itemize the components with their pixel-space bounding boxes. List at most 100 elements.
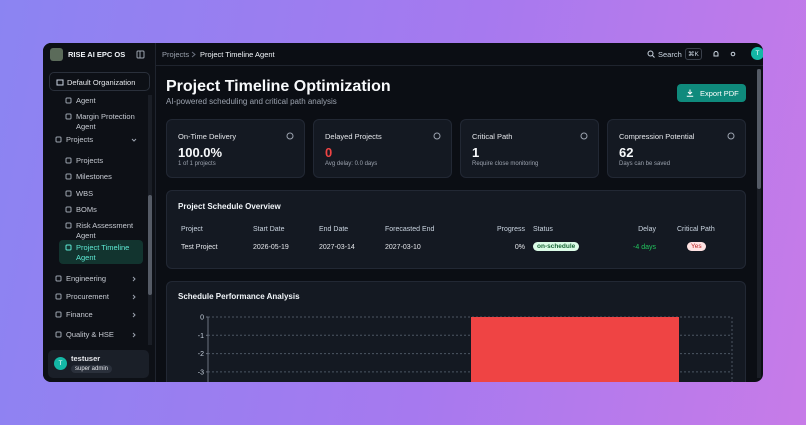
icon-shape: [65, 244, 72, 251]
nav-icon: [65, 157, 72, 164]
collapse-icon[interactable]: [136, 50, 145, 59]
column-header: Delay: [638, 226, 656, 233]
org-name: Default Organization: [67, 78, 136, 87]
table-cell: 2027-03-10: [385, 244, 421, 251]
user-name: testuser: [71, 354, 101, 363]
scrollbar-thumb: [148, 195, 152, 295]
nav-item[interactable]: BOMs: [76, 205, 97, 214]
icon-shape: [65, 190, 72, 197]
chevron: [132, 332, 136, 338]
logo: [50, 48, 63, 61]
chart: 0 -1 -2 -3: [198, 315, 733, 382]
icon-shape: [286, 132, 294, 140]
nav-icon: [55, 293, 62, 300]
nav-item[interactable]: Quality & HSE: [66, 330, 114, 339]
chevron-shape: [132, 312, 136, 318]
chart-panel: Schedule Performance Analysis 0 -1 -2 -3: [166, 281, 746, 382]
stat-label: Delayed Projects: [325, 132, 382, 141]
column-header: Critical Path: [677, 226, 715, 233]
nav-item[interactable]: Risk Assessment Agent: [76, 221, 134, 240]
nav-icon: [65, 113, 72, 120]
icon-shape: [433, 132, 441, 140]
nav-item[interactable]: Engineering: [66, 274, 107, 283]
icon-shape: [65, 157, 72, 164]
search-icon: [647, 50, 655, 58]
nav-icon: [65, 222, 72, 229]
y-tick-label: -2: [198, 351, 204, 358]
chevron: [131, 138, 137, 142]
breadcrumb-current: Project Timeline Agent: [200, 50, 275, 59]
nav-icon: [55, 331, 62, 338]
y-tick-label: 0: [200, 315, 204, 322]
stat-card: Critical Path 1 Require close monitoring: [460, 119, 599, 178]
chevron-shape: [131, 138, 137, 142]
stat-card: Delayed Projects 0 Avg delay: 0.0 days: [313, 119, 452, 178]
icon-shape: [55, 293, 62, 300]
brand: RISE AI EPC OS: [68, 50, 126, 59]
critical-badge: Yes: [687, 242, 706, 251]
app-window: RISE AI EPC OS Default Organization Agen…: [43, 43, 763, 382]
user-card[interactable]: T testuser super admin: [48, 350, 149, 378]
stat-note: Days can be saved: [619, 161, 671, 167]
icon-shape: [55, 331, 62, 338]
breadcrumb-link[interactable]: Projects: [162, 50, 190, 59]
icon-shape: [65, 173, 72, 180]
icon-shape: [580, 132, 588, 140]
export-label: Export PDF: [700, 89, 739, 98]
stat-card: Compression Potential 62 Days can be saved: [607, 119, 746, 178]
icon-shape: [55, 136, 62, 143]
nav-item[interactable]: Procurement: [66, 292, 109, 301]
nav-item[interactable]: Projects: [66, 135, 94, 144]
stat-label: Compression Potential: [619, 132, 695, 141]
nav-icon: [65, 173, 72, 180]
search[interactable]: Search: [658, 50, 682, 59]
icon-shape: [65, 97, 72, 104]
nav-icon: [55, 275, 62, 282]
nav-item[interactable]: Finance: [66, 310, 93, 319]
breadcrumb-sep: [191, 51, 196, 58]
stat-note: 1 of 1 projects: [178, 161, 216, 167]
icon-shape: [55, 275, 62, 282]
user-role: super admin: [71, 365, 113, 373]
theme-icon[interactable]: [729, 50, 737, 58]
column-header: Progress: [496, 226, 525, 233]
main-scrollbar: [757, 69, 761, 378]
bar: [471, 317, 679, 382]
nav-icon: [55, 136, 62, 143]
icon-shape: [65, 206, 72, 213]
stat-value: 0: [325, 145, 333, 160]
y-tick-label: -1: [198, 333, 204, 340]
nav-item[interactable]: WBS: [76, 189, 94, 198]
nav-list: Agent Margin Protection Agent Projects Proj…: [43, 93, 155, 345]
nav-active-bg: [59, 240, 143, 264]
avatar: T: [54, 357, 67, 370]
table-cell: -4 days: [633, 244, 656, 251]
column-header: Start Date: [253, 226, 285, 233]
nav-item[interactable]: Projects: [76, 156, 104, 165]
stat-note: Avg delay: 0.0 days: [325, 161, 378, 167]
column-header: End Date: [319, 226, 349, 233]
stat-value: 100.0%: [178, 145, 223, 160]
sidebar: RISE AI EPC OS Default Organization Agen…: [43, 43, 156, 382]
column-header: Forecasted End: [385, 226, 435, 233]
column-header: Status: [533, 226, 553, 233]
avatar[interactable]: T: [751, 47, 763, 60]
nav-item[interactable]: Project Timeline Agent: [76, 243, 130, 262]
status-badge: on-schedule: [533, 242, 580, 251]
page-title: Project Timeline Optimization: [166, 78, 391, 95]
stat-value: 62: [619, 145, 634, 160]
chevron-shape: [132, 294, 136, 300]
org-selector[interactable]: Default Organization: [49, 72, 150, 91]
bell-icon[interactable]: [712, 50, 720, 58]
nav-item[interactable]: Margin Protection Agent: [76, 112, 135, 131]
search-shortcut: ⌘K: [685, 48, 702, 60]
schedule-table-panel: Project Schedule Overview Project Start D…: [166, 190, 746, 269]
chevron-shape: [132, 276, 136, 282]
nav-item[interactable]: Milestones: [76, 172, 112, 181]
table-cell: 2026-05-19: [253, 244, 289, 251]
stat-label: Critical Path: [472, 132, 513, 141]
table-cell: Test Project: [181, 244, 218, 251]
nav-item[interactable]: Agent: [76, 96, 96, 105]
stat-value: 1: [472, 145, 480, 160]
export-button[interactable]: Export PDF: [677, 84, 746, 102]
